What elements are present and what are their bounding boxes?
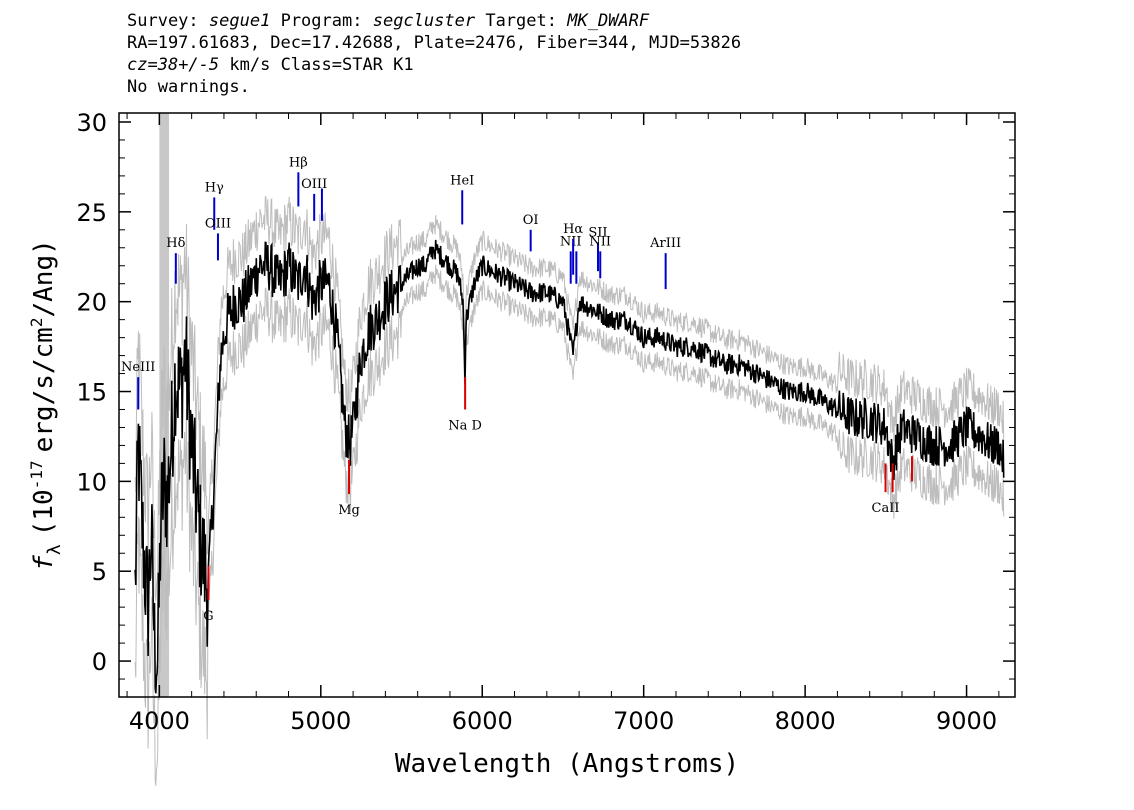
masked-band-layer [159, 113, 170, 697]
absorption-line-label: Mg [338, 503, 360, 518]
target-value: MK_DWARF [567, 11, 650, 31]
survey-label: Survey: [127, 11, 199, 31]
y-tick-label: 5 [92, 558, 107, 586]
emission-line-label: OIII [301, 177, 327, 192]
spectrum-header: Survey: segue1 Program: segcluster Targe… [127, 10, 741, 98]
y-tick-label: 10 [76, 468, 107, 496]
y-axis-title-exp: -17 [27, 460, 46, 489]
error-layer [134, 196, 1005, 786]
cz-units-class: km/s Class=STAR K1 [229, 55, 414, 75]
absorption-line-label: CaII [872, 501, 900, 516]
emission-line-label: NeIII [121, 360, 155, 375]
emission-line-label: SII [588, 225, 607, 240]
header-line-1: Survey: segue1 Program: segcluster Targe… [127, 10, 741, 32]
header-line-2: RA=197.61683, Dec=17.42688, Plate=2476, … [127, 33, 742, 53]
y-axis-title-main: (10 [29, 489, 59, 536]
program-label: Program: [280, 11, 363, 31]
cz-value: 38+/-5 [157, 55, 220, 75]
emission-line-label: HeI [450, 173, 474, 188]
emission-line-label: OIII [205, 216, 231, 231]
flux-series [134, 239, 1005, 694]
error-upper-series [134, 196, 1005, 601]
error-lower-series [134, 264, 1005, 786]
emission-line-label: ArIII [649, 236, 681, 251]
y-axis-title-exp2: 2 [27, 318, 46, 328]
header-line-4: No warnings. [127, 77, 250, 97]
y-axis-title-end: /Ang) [29, 239, 59, 317]
y-axis-title-sub: λ [44, 544, 65, 555]
absorption-line-label: Na D [448, 418, 482, 433]
y-tick-label: 25 [76, 199, 107, 227]
y-axis-title-units: erg/s/cm [29, 327, 59, 452]
emission-line-label: Hδ [166, 236, 185, 251]
x-tick-label: 4000 [129, 707, 190, 735]
emission-line-label: NII [560, 234, 582, 249]
y-axis-title: fλ (10-17 erg/s/cm2/Ang) [27, 239, 65, 571]
plot-frame [118, 112, 1016, 698]
target-label: Target: [485, 11, 557, 31]
cz-label: cz= [127, 55, 158, 75]
x-tick-label: 7000 [613, 707, 674, 735]
header-line-3: cz=38+/-5 km/s Class=STAR K1 [127, 54, 741, 76]
masked-band [159, 113, 170, 697]
flux-layer [134, 239, 1005, 694]
y-tick-label: 30 [76, 109, 107, 137]
emission-line-label: NII [589, 234, 611, 249]
emission-line-label: Hα [563, 222, 583, 237]
emission-line-label: Hγ [205, 180, 224, 195]
y-tick-label: 0 [92, 648, 107, 676]
emission-line-label: OI [523, 213, 539, 228]
x-tick-label: 6000 [452, 707, 513, 735]
y-tick-label: 15 [76, 379, 107, 407]
program-value: segcluster [372, 11, 476, 31]
x-tick-label: 9000 [936, 707, 997, 735]
emission-line-label: Hβ [289, 155, 308, 170]
x-tick-label: 8000 [775, 707, 836, 735]
absorption-line-label: G [203, 609, 213, 624]
survey-value: segue1 [208, 11, 271, 31]
ticks-layer: 4000 5000 6000 7000 8000 9000 0 5 10 15 20 25 30 [76, 109, 1015, 735]
x-axis-title: Wavelength (Angstroms) [395, 749, 739, 779]
y-tick-label: 20 [76, 289, 107, 317]
x-tick-label: 5000 [290, 707, 351, 735]
y-axis-title-f: f [29, 555, 59, 571]
